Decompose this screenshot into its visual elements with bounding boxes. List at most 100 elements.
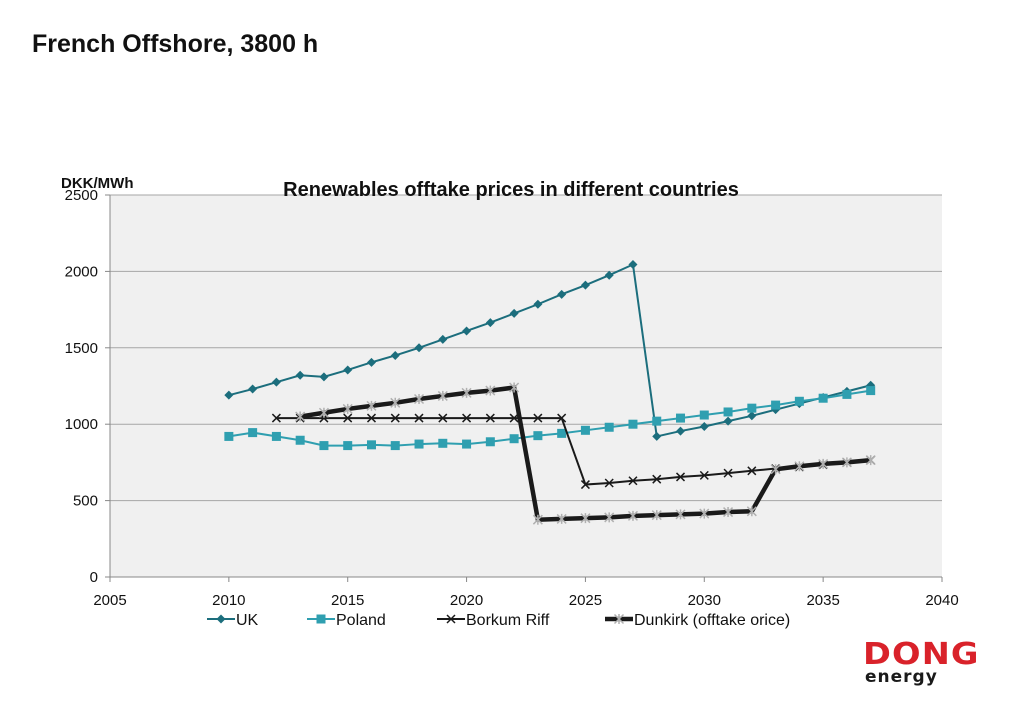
data-point	[604, 512, 615, 523]
legend-label: Borkum Riff	[466, 612, 550, 629]
data-point	[818, 393, 828, 403]
y-tick-label: 1500	[65, 340, 98, 357]
data-point	[627, 510, 639, 521]
data-point	[509, 382, 520, 393]
data-point	[461, 387, 472, 398]
data-point	[295, 411, 306, 422]
data-point	[437, 390, 448, 401]
data-point	[557, 289, 567, 299]
data-point	[462, 326, 472, 336]
x-tick-label: 2030	[688, 592, 721, 609]
data-point	[723, 407, 733, 417]
data-point	[366, 400, 377, 411]
legend-label: Dunkirk (offtake orice)	[634, 612, 790, 629]
legend-item: UK	[207, 612, 259, 629]
data-point	[390, 397, 401, 408]
data-point	[794, 461, 805, 472]
data-point	[771, 400, 781, 410]
logo-brand: DONG	[863, 637, 980, 672]
data-point	[295, 370, 305, 380]
data-point	[462, 413, 472, 423]
y-axis-label: DKK/MWh	[61, 175, 133, 192]
data-point	[557, 413, 567, 423]
data-point	[770, 464, 781, 475]
data-point	[438, 438, 448, 448]
data-point	[366, 440, 376, 450]
data-point	[413, 393, 425, 405]
data-point	[746, 506, 757, 517]
data-point	[414, 343, 424, 353]
data-point	[509, 308, 519, 318]
chart-title: Renewables offtake prices in different c…	[283, 179, 739, 201]
x-axis-ticks: 2005 2010 2015 2020 2025 2030 2035 2040	[93, 577, 959, 609]
legend-item: Poland	[307, 612, 386, 629]
data-point	[485, 318, 495, 328]
data-point	[676, 426, 686, 436]
data-point	[699, 421, 709, 431]
data-point	[343, 441, 353, 451]
data-point	[866, 386, 876, 396]
data-point	[485, 437, 495, 447]
data-point	[248, 428, 258, 438]
data-point	[556, 513, 567, 524]
data-point	[723, 507, 734, 518]
data-point	[295, 435, 305, 445]
x-tick-label: 2035	[806, 592, 839, 609]
x-tick-label: 2020	[450, 592, 483, 609]
legend-swatch-marker	[216, 614, 226, 624]
data-point	[580, 480, 590, 490]
data-point	[699, 508, 710, 519]
series-line	[228, 263, 871, 438]
legend-swatch-marker	[613, 613, 625, 625]
y-tick-label: 0	[90, 569, 98, 586]
data-point	[366, 357, 376, 367]
data-point	[652, 416, 662, 426]
data-point	[604, 422, 614, 432]
series-line	[228, 389, 871, 447]
data-point	[224, 431, 234, 441]
dong-energy-logo: DONG energy	[863, 640, 998, 690]
legend-swatch-marker	[446, 614, 456, 624]
data-point	[342, 403, 353, 414]
legend-label: UK	[236, 612, 259, 629]
data-point	[841, 457, 852, 468]
gridlines	[110, 194, 942, 502]
legend: UK Poland Borkum Riff Dunkirk (offtake oric…	[207, 612, 790, 629]
data-point	[604, 270, 614, 280]
data-point	[509, 434, 519, 444]
axes	[109, 195, 942, 578]
data-point	[628, 476, 638, 486]
data-point	[318, 407, 329, 418]
data-point	[271, 377, 281, 387]
data-point	[414, 413, 424, 423]
data-point	[390, 350, 400, 360]
data-point	[580, 280, 590, 290]
y-axis-ticks: 0 500 1000 1500 2000 2500	[65, 187, 110, 586]
data-point	[842, 389, 852, 399]
slide-title: French Offshore, 3800 h	[32, 30, 319, 58]
data-point	[390, 441, 400, 451]
data-point	[532, 514, 543, 525]
y-tick-label: 2000	[65, 263, 98, 280]
series-dunkirk-offtake-orice	[295, 382, 876, 525]
data-point	[747, 466, 757, 476]
legend-item: Dunkirk (offtake orice)	[605, 612, 790, 629]
data-point	[628, 419, 638, 429]
data-point	[271, 431, 281, 441]
data-point	[818, 458, 829, 469]
data-point	[628, 260, 638, 270]
data-point	[462, 439, 472, 449]
x-tick-label: 2005	[93, 592, 126, 609]
data-point	[319, 441, 329, 451]
data-point	[557, 428, 567, 438]
data-point	[865, 455, 876, 466]
data-point	[675, 472, 686, 482]
data-point	[485, 413, 495, 423]
legend-label: Poland	[336, 612, 386, 629]
data-point	[723, 416, 733, 426]
data-point	[438, 334, 448, 344]
data-point	[747, 411, 757, 421]
series-group	[224, 260, 876, 525]
x-tick-label: 2040	[925, 592, 958, 609]
